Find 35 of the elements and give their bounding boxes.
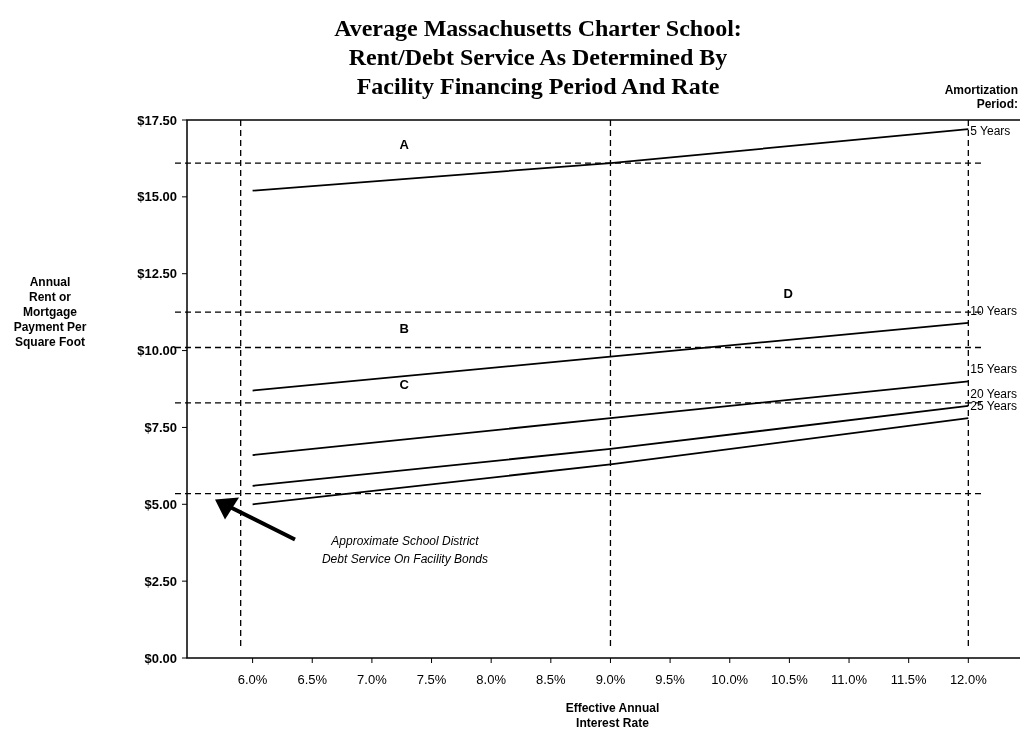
series-label: 25 Years — [970, 399, 1018, 414]
y-tick-label: $12.50 — [137, 266, 177, 282]
x-tick-label: 11.0% — [831, 672, 868, 687]
y-tick-label: $10.00 — [137, 343, 177, 359]
x-tick-label: 12.0% — [949, 672, 988, 687]
series-label: 20 Years — [970, 386, 1018, 401]
ref-line-label: C — [399, 376, 410, 392]
y-tick-label: $15.00 — [137, 189, 177, 205]
series-label: 5 Years — [970, 124, 1011, 139]
x-tick-label: 7.5% — [416, 672, 447, 687]
series-label: 10 Years — [970, 303, 1018, 318]
x-axis-title: Effective Annual Interest Rate — [565, 701, 660, 730]
x-tick-label: 9.5% — [655, 672, 686, 687]
x-tick-label: 8.5% — [536, 672, 567, 687]
ref-line-label: A — [399, 137, 410, 153]
series-label: 15 Years — [970, 362, 1018, 377]
y-tick-label: $2.50 — [144, 573, 177, 589]
x-tick-label: 10.0% — [711, 672, 749, 687]
y-tick-label: $0.00 — [144, 650, 177, 666]
x-tick-label: 9.0% — [595, 672, 626, 687]
ref-line-label: D — [783, 286, 793, 302]
y-tick-label: $5.00 — [144, 496, 177, 512]
x-tick-label: 8.0% — [476, 672, 507, 687]
annotation: Approximate School District Debt Service On Facility Bonds — [321, 533, 489, 566]
legend-title: Amortization Period: — [944, 83, 1018, 111]
x-tick-label: 7.0% — [357, 672, 388, 687]
x-tick-label: 10.5% — [770, 672, 809, 687]
y-tick-label: $7.50 — [144, 419, 177, 435]
x-tick-label: 6.0% — [237, 672, 268, 687]
chart-title: Average Massachusetts Charter School: Rent/Debt Service As Determined By Facility Financing Period And Rate — [334, 15, 742, 99]
x-tick-label: 6.5% — [297, 672, 328, 687]
ref-line-label: B — [399, 321, 409, 337]
x-tick-label: 11.5% — [890, 672, 928, 687]
y-axis-title: Annual Rent or Mortgage Payment Per Square Foot — [13, 275, 87, 349]
y-tick-label: $17.50 — [137, 112, 177, 128]
